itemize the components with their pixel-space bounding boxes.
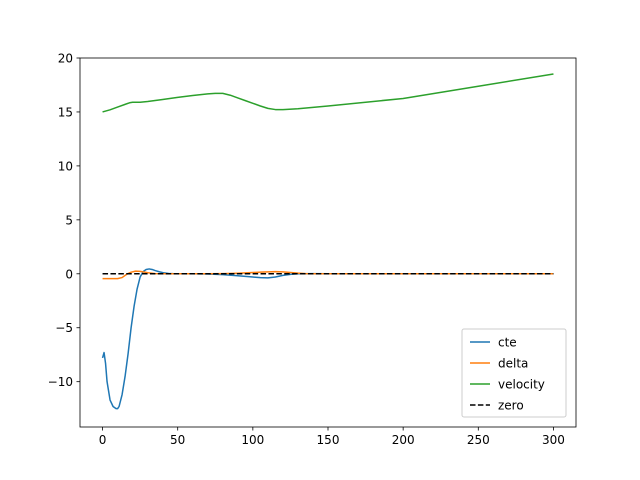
y-tick-label: −5 [55, 321, 73, 335]
y-axis: −10 −5 0 5 10 15 20 [48, 52, 80, 389]
legend-box [461, 328, 567, 418]
y-tick-label: 5 [65, 213, 73, 227]
y-tick-label: 0 [65, 267, 73, 281]
x-tick-label: 100 [241, 433, 264, 447]
legend-label-cte: cte [498, 336, 517, 350]
series-line-cte [101, 268, 554, 410]
legend: cte delta velocity zero [461, 328, 567, 418]
y-tick-label: 20 [58, 52, 73, 66]
x-tick-label: 150 [317, 433, 340, 447]
series-line-velocity [102, 73, 554, 113]
x-tick-label: 50 [170, 433, 185, 447]
x-axis: 0 50 100 150 200 250 300 [99, 427, 565, 447]
legend-label-zero: zero [498, 399, 524, 413]
y-tick-label: −10 [48, 375, 73, 389]
legend-label-velocity: velocity [498, 378, 545, 392]
y-tick-label: 10 [58, 159, 73, 173]
plot-lines [101, 73, 554, 410]
x-tick-label: 300 [542, 433, 565, 447]
legend-label-delta: delta [498, 357, 528, 371]
y-tick-label: 15 [58, 105, 73, 119]
x-tick-label: 200 [392, 433, 415, 447]
x-tick-label: 0 [99, 433, 107, 447]
x-tick-label: 250 [467, 433, 490, 447]
